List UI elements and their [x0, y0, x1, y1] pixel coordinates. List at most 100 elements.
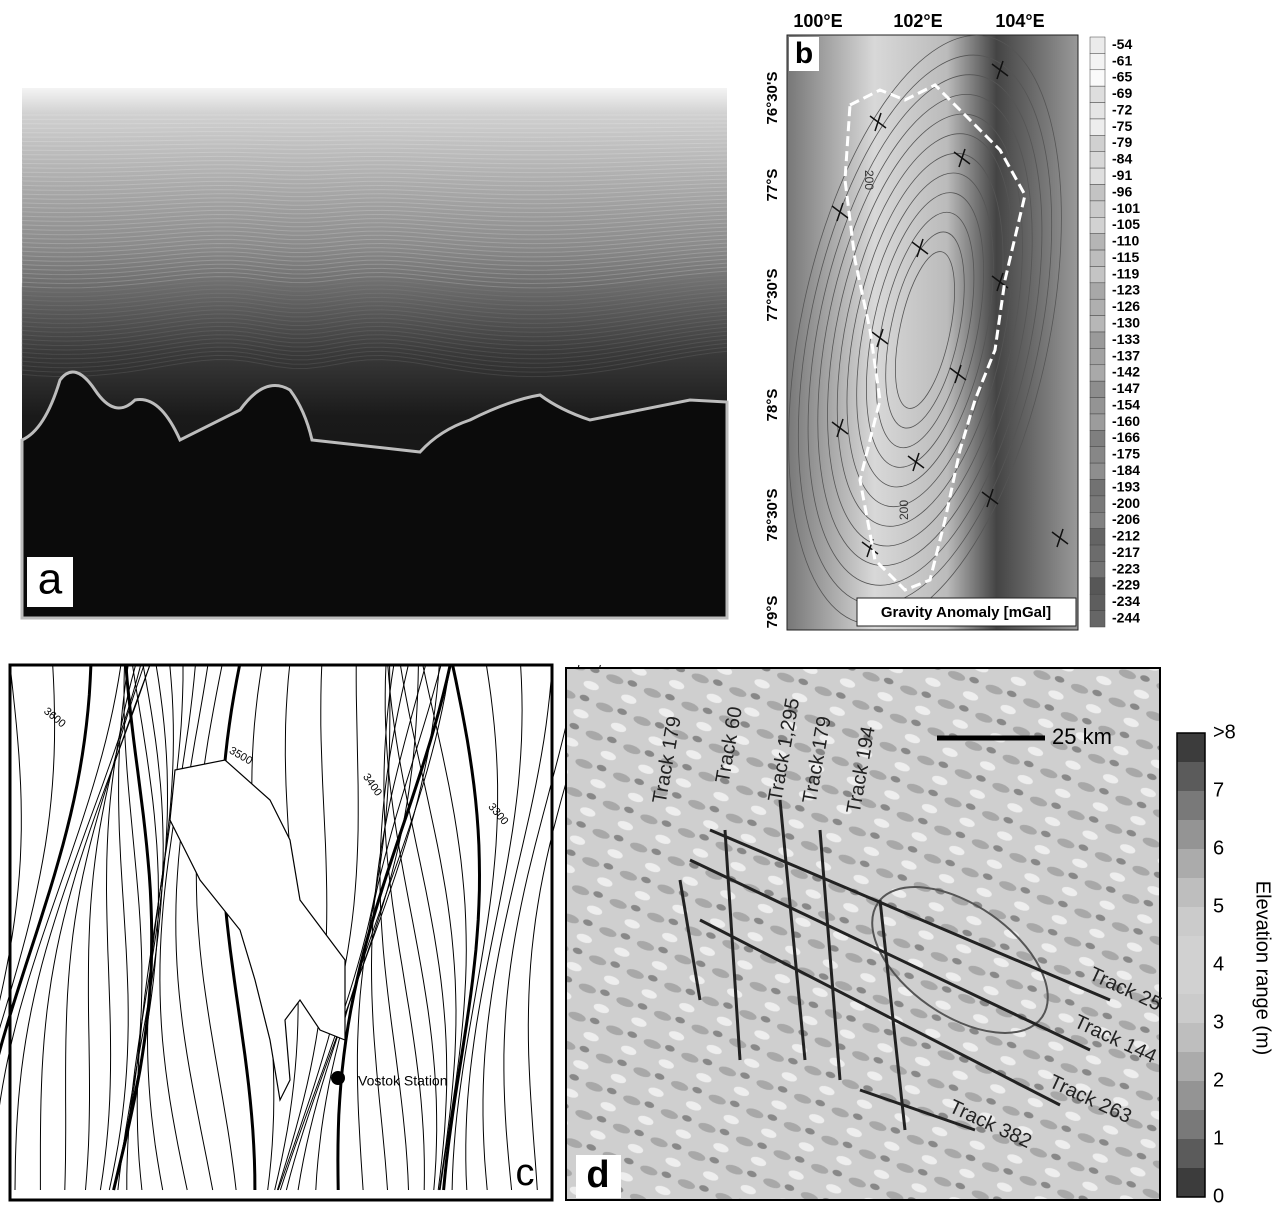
longitude-label: 104°E — [995, 11, 1044, 31]
colorbar-label: -123 — [1112, 282, 1140, 298]
panel-label: d — [586, 1154, 609, 1196]
longitude-label: 100°E — [793, 11, 842, 31]
colorbar-swatch — [1090, 561, 1105, 577]
scale-label: 25 km — [1052, 724, 1112, 749]
latitude-label: 77°30'S — [764, 269, 781, 322]
latitude-label: 76°30'S — [764, 72, 781, 125]
colorbar-swatch — [1177, 820, 1205, 849]
colorbar: >876543210 — [1177, 721, 1236, 1207]
colorbar-swatch — [1090, 332, 1105, 348]
colorbar-swatch — [1177, 907, 1205, 936]
colorbar-label: 3 — [1213, 1011, 1224, 1033]
colorbar-swatch — [1090, 398, 1105, 414]
colorbar-label: -61 — [1112, 52, 1132, 68]
colorbar-label: -160 — [1112, 413, 1140, 429]
colorbar-label: -91 — [1112, 167, 1132, 183]
colorbar-label: -166 — [1112, 429, 1140, 445]
colorbar-swatch — [1090, 381, 1105, 397]
colorbar-label: -147 — [1112, 380, 1140, 396]
colorbar-label: -130 — [1112, 315, 1140, 331]
colorbar-swatch — [1090, 496, 1105, 512]
colorbar-label: -96 — [1112, 183, 1132, 199]
colorbar-swatch — [1177, 762, 1205, 791]
colorbar-swatch — [1177, 1052, 1205, 1081]
colorbar-swatch — [1090, 201, 1105, 217]
colorbar-label: -54 — [1112, 36, 1132, 52]
colorbar-swatch — [1177, 936, 1205, 965]
colorbar-swatch — [1090, 545, 1105, 561]
colorbar-label: 1 — [1213, 1127, 1224, 1149]
colorbar-label: -154 — [1112, 396, 1140, 412]
colorbar-swatch — [1177, 965, 1205, 994]
colorbar-label: -105 — [1112, 216, 1140, 232]
colorbar-swatch — [1090, 611, 1105, 627]
colorbar-label: -217 — [1112, 544, 1140, 560]
latitude-label: 77°S — [764, 169, 781, 202]
panel-a: a — [22, 88, 727, 618]
colorbar-swatch — [1090, 463, 1105, 479]
colorbar-swatch — [1177, 791, 1205, 820]
colorbar-label: -84 — [1112, 151, 1132, 167]
colorbar-swatch — [1090, 234, 1105, 250]
colorbar-label: -200 — [1112, 495, 1140, 511]
colorbar-swatch — [1090, 299, 1105, 315]
colorbar-swatch — [1090, 430, 1105, 446]
panel-label: b — [795, 37, 813, 70]
colorbar-swatch — [1090, 135, 1105, 151]
colorbar-swatch — [1177, 733, 1205, 762]
figure: a b 200 200 Gravity Anomaly [mGal] 100°E… — [0, 0, 1281, 1208]
colorbar-label: -137 — [1112, 347, 1140, 363]
colorbar-swatch — [1090, 37, 1105, 53]
colorbar-swatch — [1090, 447, 1105, 463]
colorbar-label: -244 — [1112, 610, 1140, 626]
colorbar-label: -133 — [1112, 331, 1140, 347]
colorbar-label: -79 — [1112, 134, 1132, 150]
panel-label: a — [38, 555, 63, 604]
latitude-label: 78°30'S — [764, 489, 781, 542]
colorbar-swatch — [1090, 266, 1105, 282]
colorbar-swatch — [1090, 53, 1105, 69]
colorbar: -54-61-65-69-72-75-79-84-91-96-101-105-1… — [1090, 36, 1140, 627]
colorbar-swatch — [1090, 365, 1105, 381]
colorbar-label: -206 — [1112, 511, 1140, 527]
colorbar-label: -75 — [1112, 118, 1132, 134]
colorbar-label: -110 — [1112, 233, 1139, 249]
colorbar-swatch — [1090, 594, 1105, 610]
colorbar-swatch — [1090, 250, 1105, 266]
colorbar-label: -69 — [1112, 85, 1132, 101]
colorbar-label: -115 — [1112, 249, 1139, 265]
colorbar-swatch — [1177, 1110, 1205, 1139]
colorbar-title: Gravity Anomaly [mGal] — [881, 604, 1051, 621]
station-marker — [331, 1071, 345, 1085]
colorbar-swatch — [1090, 348, 1105, 364]
colorbar-label: -101 — [1112, 200, 1140, 216]
colorbar-swatch — [1177, 1168, 1205, 1197]
colorbar-swatch — [1177, 1023, 1205, 1052]
colorbar-label: -212 — [1112, 528, 1140, 544]
colorbar-swatch — [1090, 529, 1105, 545]
colorbar-label: 7 — [1213, 779, 1224, 801]
colorbar-swatch — [1177, 1139, 1205, 1168]
panel-label: c — [516, 1152, 535, 1194]
colorbar-swatch — [1090, 168, 1105, 184]
colorbar-swatch — [1177, 1081, 1205, 1110]
contour-label: 200 — [862, 170, 876, 190]
longitude-label: 102°E — [893, 11, 942, 31]
colorbar-swatch — [1090, 316, 1105, 332]
colorbar-swatch — [1090, 70, 1105, 86]
colorbar-label: -119 — [1112, 265, 1139, 281]
colorbar-swatch — [1090, 119, 1105, 135]
colorbar-swatch — [1177, 994, 1205, 1023]
colorbar-label: -126 — [1112, 298, 1140, 314]
panel-c: Vostok Station 3600 3500 3400 3300 c — [0, 665, 600, 1200]
colorbar-swatch — [1090, 103, 1105, 119]
colorbar-title: Elevation range (m) — [1252, 881, 1274, 1056]
colorbar-label: 6 — [1213, 837, 1224, 859]
latitude-label: 78°S — [764, 389, 781, 422]
colorbar-swatch — [1177, 849, 1205, 878]
station-label: Vostok Station — [358, 1073, 448, 1089]
colorbar-label: -193 — [1112, 478, 1140, 494]
colorbar-label: 4 — [1213, 953, 1224, 975]
colorbar-label: -223 — [1112, 560, 1140, 576]
colorbar-label: -72 — [1112, 101, 1132, 117]
